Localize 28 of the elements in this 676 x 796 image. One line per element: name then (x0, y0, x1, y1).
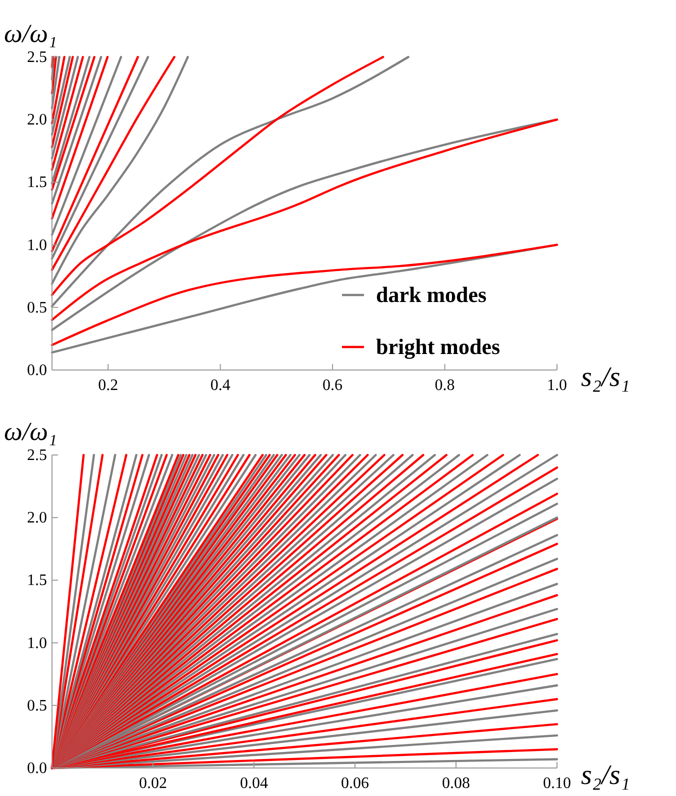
y-axis-title: ω/ω₁ (4, 417, 57, 446)
x-axis-title: s₂/s₁ (581, 362, 630, 393)
y-tick-label: 1.0 (27, 634, 47, 652)
y-tick-label: 0.5 (27, 697, 47, 714)
y-tick-label: 1.5 (27, 174, 47, 192)
x-tick-label: 0.04 (240, 775, 268, 792)
x-axis-title: s₂/s₁ (581, 760, 630, 791)
x-tick-label: 0.08 (442, 775, 470, 792)
y-tick-label: 0.5 (27, 299, 47, 316)
legend-label: bright modes (376, 334, 500, 359)
y-tick-label: 0.0 (27, 362, 47, 379)
y-axis-title: ω/ω₁ (4, 19, 57, 48)
x-tick-label: 0.6 (322, 377, 343, 394)
x-tick-label: 0.8 (434, 377, 455, 394)
y-tick-label: 2.0 (27, 510, 47, 527)
y-tick-label: 2.5 (27, 49, 47, 66)
x-tick-label: 0.2 (98, 377, 118, 394)
x-tick-label: 0.4 (210, 377, 230, 394)
legend-label: dark modes (376, 282, 488, 307)
x-tick-label: 1.0 (547, 377, 567, 394)
x-tick-label: 0.10 (543, 775, 571, 792)
x-tick-label: 0.02 (139, 775, 167, 792)
y-tick-label: 1.0 (27, 236, 47, 254)
y-tick-label: 0.0 (27, 760, 47, 777)
y-tick-label: 2.5 (27, 447, 47, 464)
y-tick-label: 1.5 (27, 572, 47, 590)
y-tick-label: 2.0 (27, 112, 47, 129)
x-tick-label: 0.06 (341, 775, 369, 792)
